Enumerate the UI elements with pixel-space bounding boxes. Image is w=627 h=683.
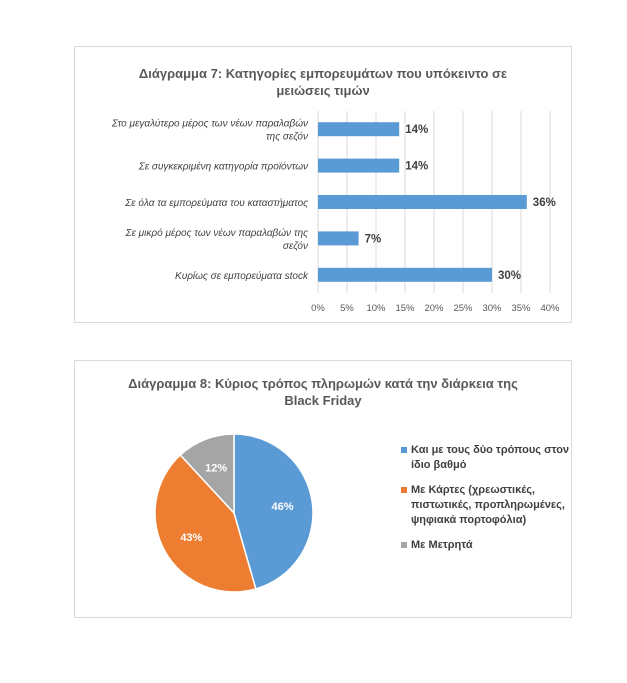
pie-slice-label: 12%: [205, 462, 227, 474]
legend-label: Με Κάρτες (χρεωστικές,: [411, 484, 535, 496]
category-label: της σεζόν: [266, 131, 308, 143]
category-label: Στο μεγαλύτερο μέρος των νέων παραλαβών: [111, 118, 308, 130]
legend-item: Με Κάρτες (χρεωστικές, πιστωτικές, προπλη…: [401, 483, 571, 528]
bar-chart-title-line-2: μειώσεις τιμών: [276, 83, 370, 98]
bar: [318, 231, 359, 246]
pie-chart-title: Διάγραμμα 8: Κύριος τρόπος πληρωμών κατά…: [75, 375, 571, 409]
legend-swatch: [401, 487, 407, 493]
bar-value-label: 14%: [405, 161, 428, 173]
pie-slice-label: 46%: [271, 501, 293, 513]
bar-chart-plot: 0% 5% 10% 15% 20% 25% 30% 35% 40% 14% Στο μεγαλύτε…: [111, 111, 560, 314]
pie-slice: [179, 433, 235, 515]
category-label: Σε όλα τα εμπορεύματα του καταστήματος: [124, 197, 308, 209]
pie-chart-title-line-1: Διάγραμμα 8: Κύριος τρόπος πληρωμών κατά…: [128, 376, 518, 391]
bar: [318, 122, 400, 137]
legend-item: Με Μετρητά: [401, 538, 571, 553]
category-label: Κυρίως σε εμπορεύματα stock: [175, 270, 309, 282]
legend-label: ψηφιακά πορτοφόλια): [411, 514, 527, 526]
bar-value-label: 14%: [405, 124, 428, 136]
x-tick-label: 35%: [511, 303, 531, 314]
legend-label: Και με τους δύο τρόπους στον: [411, 444, 570, 456]
bar-chart-title: Διάγραμμα 7: Κατηγορίες εμπορευμάτων που…: [75, 65, 571, 99]
x-tick-label: 15%: [395, 303, 415, 314]
pie-slice-label: 43%: [180, 532, 202, 544]
bar: [318, 195, 527, 209]
x-tick-label: 40%: [540, 303, 560, 314]
x-tick-label: 20%: [424, 303, 444, 314]
legend-label: πιστωτικές, προπληρωμένες,: [411, 499, 565, 511]
pie-chart-title-line-2: Black Friday: [284, 393, 362, 408]
bar: [318, 158, 400, 173]
category-label: Σε συγκεκριμένη κατηγορία προϊόντων: [138, 161, 308, 173]
bar-chart-title-line-1: Διάγραμμα 7: Κατηγορίες εμπορευμάτων που…: [138, 66, 508, 81]
legend-label: Με Μετρητά: [411, 539, 473, 551]
bar-value-label: 36%: [533, 197, 556, 209]
x-tick-label: 5%: [340, 303, 354, 314]
x-tick-label: 0%: [311, 303, 325, 314]
legend-swatch: [401, 447, 407, 453]
bar: [318, 267, 492, 282]
x-tick-label: 25%: [453, 303, 473, 314]
legend-swatch: [401, 542, 407, 548]
bar-chart-panel: Διάγραμμα 7: Κατηγορίες εμπορευμάτων που…: [74, 46, 572, 323]
legend-item: Και με τους δύο τρόπους στον ίδιο βαθμό: [401, 443, 571, 473]
x-tick-label: 30%: [482, 303, 502, 314]
pie-slice: [154, 453, 257, 593]
pie-slice: [233, 433, 314, 590]
bar-value-label: 7%: [365, 233, 382, 245]
bar-value-label: 30%: [498, 270, 521, 282]
pie-legend: Και με τους δύο τρόπους στον ίδιο βαθμό Με…: [401, 443, 571, 563]
category-label: Σε μικρό μέρος των νέων παραλαβών της: [125, 227, 309, 239]
pie-chart-plot: 46% 43% 12%: [154, 433, 314, 593]
x-tick-label: 10%: [366, 303, 386, 314]
legend-label: ίδιο βαθμό: [411, 459, 467, 471]
category-label: σεζόν: [283, 240, 308, 252]
pie-chart-panel: Διάγραμμα 8: Κύριος τρόπος πληρωμών κατά…: [74, 360, 572, 618]
